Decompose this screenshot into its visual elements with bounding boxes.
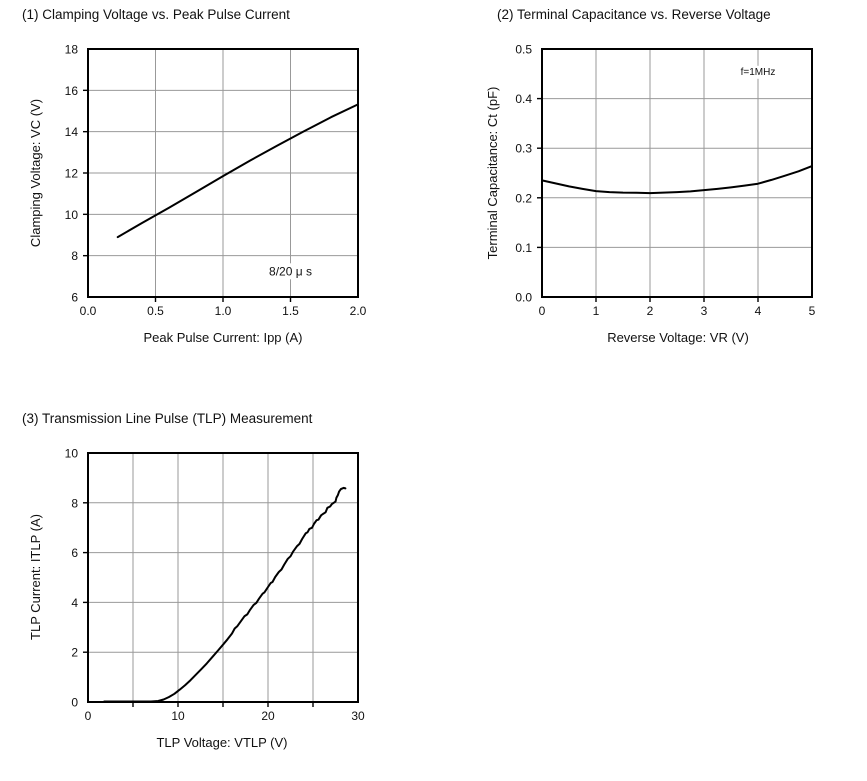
y-tick-label: 4 bbox=[71, 596, 78, 610]
x-tick-label: 10 bbox=[171, 709, 185, 723]
chart3-grid-layer bbox=[88, 453, 358, 702]
x-tick-label: 0 bbox=[85, 709, 92, 723]
x-tick-label: 2.0 bbox=[350, 304, 367, 318]
y-tick-label: 12 bbox=[65, 167, 79, 181]
chart1-annotation-group: 8/20 μ s bbox=[264, 263, 317, 280]
chart2-annotation-background bbox=[735, 65, 781, 79]
chart3-ticklabel-layer: 0 10 20 30 0 2 4 6 8 10 bbox=[65, 447, 365, 724]
chart2-annotation-group: f=1MHz bbox=[735, 65, 781, 79]
y-tick-label: 18 bbox=[65, 43, 79, 57]
chart1-title: (1) Clamping Voltage vs. Peak Pulse Curr… bbox=[22, 7, 290, 22]
x-tick-label: 3 bbox=[701, 304, 708, 318]
y-tick-label: 0.0 bbox=[515, 291, 532, 305]
chart2-title: (2) Terminal Capacitance vs. Reverse Vol… bbox=[497, 7, 771, 22]
chart3-series-layer bbox=[103, 486, 347, 703]
x-tick-label: 0.5 bbox=[147, 304, 164, 318]
y-tick-label: 16 bbox=[65, 84, 79, 98]
x-tick-label: 5 bbox=[809, 304, 816, 318]
chart1-y-axis-label: Clamping Voltage: VC (V) bbox=[28, 99, 43, 247]
y-tick-label: 0.2 bbox=[515, 191, 532, 205]
chart3-canvas: 0 10 20 30 0 2 4 6 8 10 TLP Voltage: VTLP (V) TLP… bbox=[28, 447, 365, 751]
chart1-annotation: 8/20 μ s bbox=[269, 264, 312, 278]
y-tick-label: 8 bbox=[71, 249, 78, 263]
x-tick-label: 1.0 bbox=[215, 304, 232, 318]
y-tick-label: 8 bbox=[71, 496, 78, 510]
series-line-terminal-capacitance-vs-reverse-voltage bbox=[541, 165, 813, 195]
plot-border bbox=[541, 48, 813, 298]
y-tick-label: 0.4 bbox=[515, 92, 532, 106]
y-tick-label: 6 bbox=[71, 291, 78, 305]
chart1-frame-layer bbox=[83, 48, 359, 302]
chart2-x-axis-label: Reverse Voltage: VR (V) bbox=[607, 330, 749, 345]
chart1-x-axis-label: Peak Pulse Current: Ipp (A) bbox=[144, 330, 303, 345]
x-tick-label: 30 bbox=[351, 709, 365, 723]
chart2-ticklabel-layer: 0 1 2 3 4 5 0.0 0.1 0.2 0.3 0.4 0.5 bbox=[515, 43, 815, 319]
chart2-grid-layer bbox=[542, 49, 812, 297]
x-tick-label: 4 bbox=[755, 304, 762, 318]
chart2-frame-layer bbox=[537, 48, 813, 302]
x-tick-label: 1.5 bbox=[282, 304, 299, 318]
x-tick-label: 20 bbox=[261, 709, 275, 723]
chart2-y-axis-label: Terminal Capacitance: Ct (pF) bbox=[485, 87, 500, 260]
chart3-title: (3) Transmission Line Pulse (TLP) Measur… bbox=[22, 411, 313, 426]
y-tick-label: 0.1 bbox=[515, 241, 532, 255]
y-tick-label: 10 bbox=[65, 447, 79, 461]
x-tick-label: 2 bbox=[647, 304, 654, 318]
chart3-frame-layer bbox=[83, 452, 359, 707]
chart1-ticklabel-layer: 0.0 0.5 1.0 1.5 2.0 6 8 10 12 14 16 18 bbox=[65, 43, 367, 319]
y-tick-label: 0.3 bbox=[515, 142, 532, 156]
chart1-series-layer bbox=[116, 103, 359, 239]
chart2-annotation: f=1MHz bbox=[741, 67, 776, 78]
chart1-canvas: 8/20 μ s 0.0 0.5 1.0 1.5 2.0 6 8 10 12 14 16 18 Pea… bbox=[28, 43, 367, 346]
chart1-grid-layer bbox=[88, 49, 358, 297]
series-line-transmission-line-pulse-measurement bbox=[103, 486, 347, 703]
chart3-y-axis-label: TLP Current: ITLP (A) bbox=[28, 514, 43, 640]
x-tick-label: 0.0 bbox=[80, 304, 97, 318]
y-tick-label: 0 bbox=[71, 696, 78, 710]
chart3-x-axis-label: TLP Voltage: VTLP (V) bbox=[156, 735, 287, 750]
y-tick-label: 10 bbox=[65, 208, 79, 222]
x-tick-label: 1 bbox=[593, 304, 600, 318]
y-tick-label: 0.5 bbox=[515, 43, 532, 57]
chart2-series-layer bbox=[541, 165, 813, 195]
y-tick-label: 6 bbox=[71, 546, 78, 560]
series-line-clamping-voltage-vs-peak-pulse-current bbox=[116, 103, 359, 239]
chart2-canvas: f=1MHz 0 1 2 3 4 5 0.0 0.1 0.2 0.3 0.4 0.5 Reverse … bbox=[485, 43, 816, 346]
y-tick-label: 2 bbox=[71, 646, 78, 660]
chart1-annotation-background bbox=[264, 263, 317, 280]
x-tick-label: 0 bbox=[539, 304, 546, 318]
y-tick-label: 14 bbox=[65, 125, 79, 139]
